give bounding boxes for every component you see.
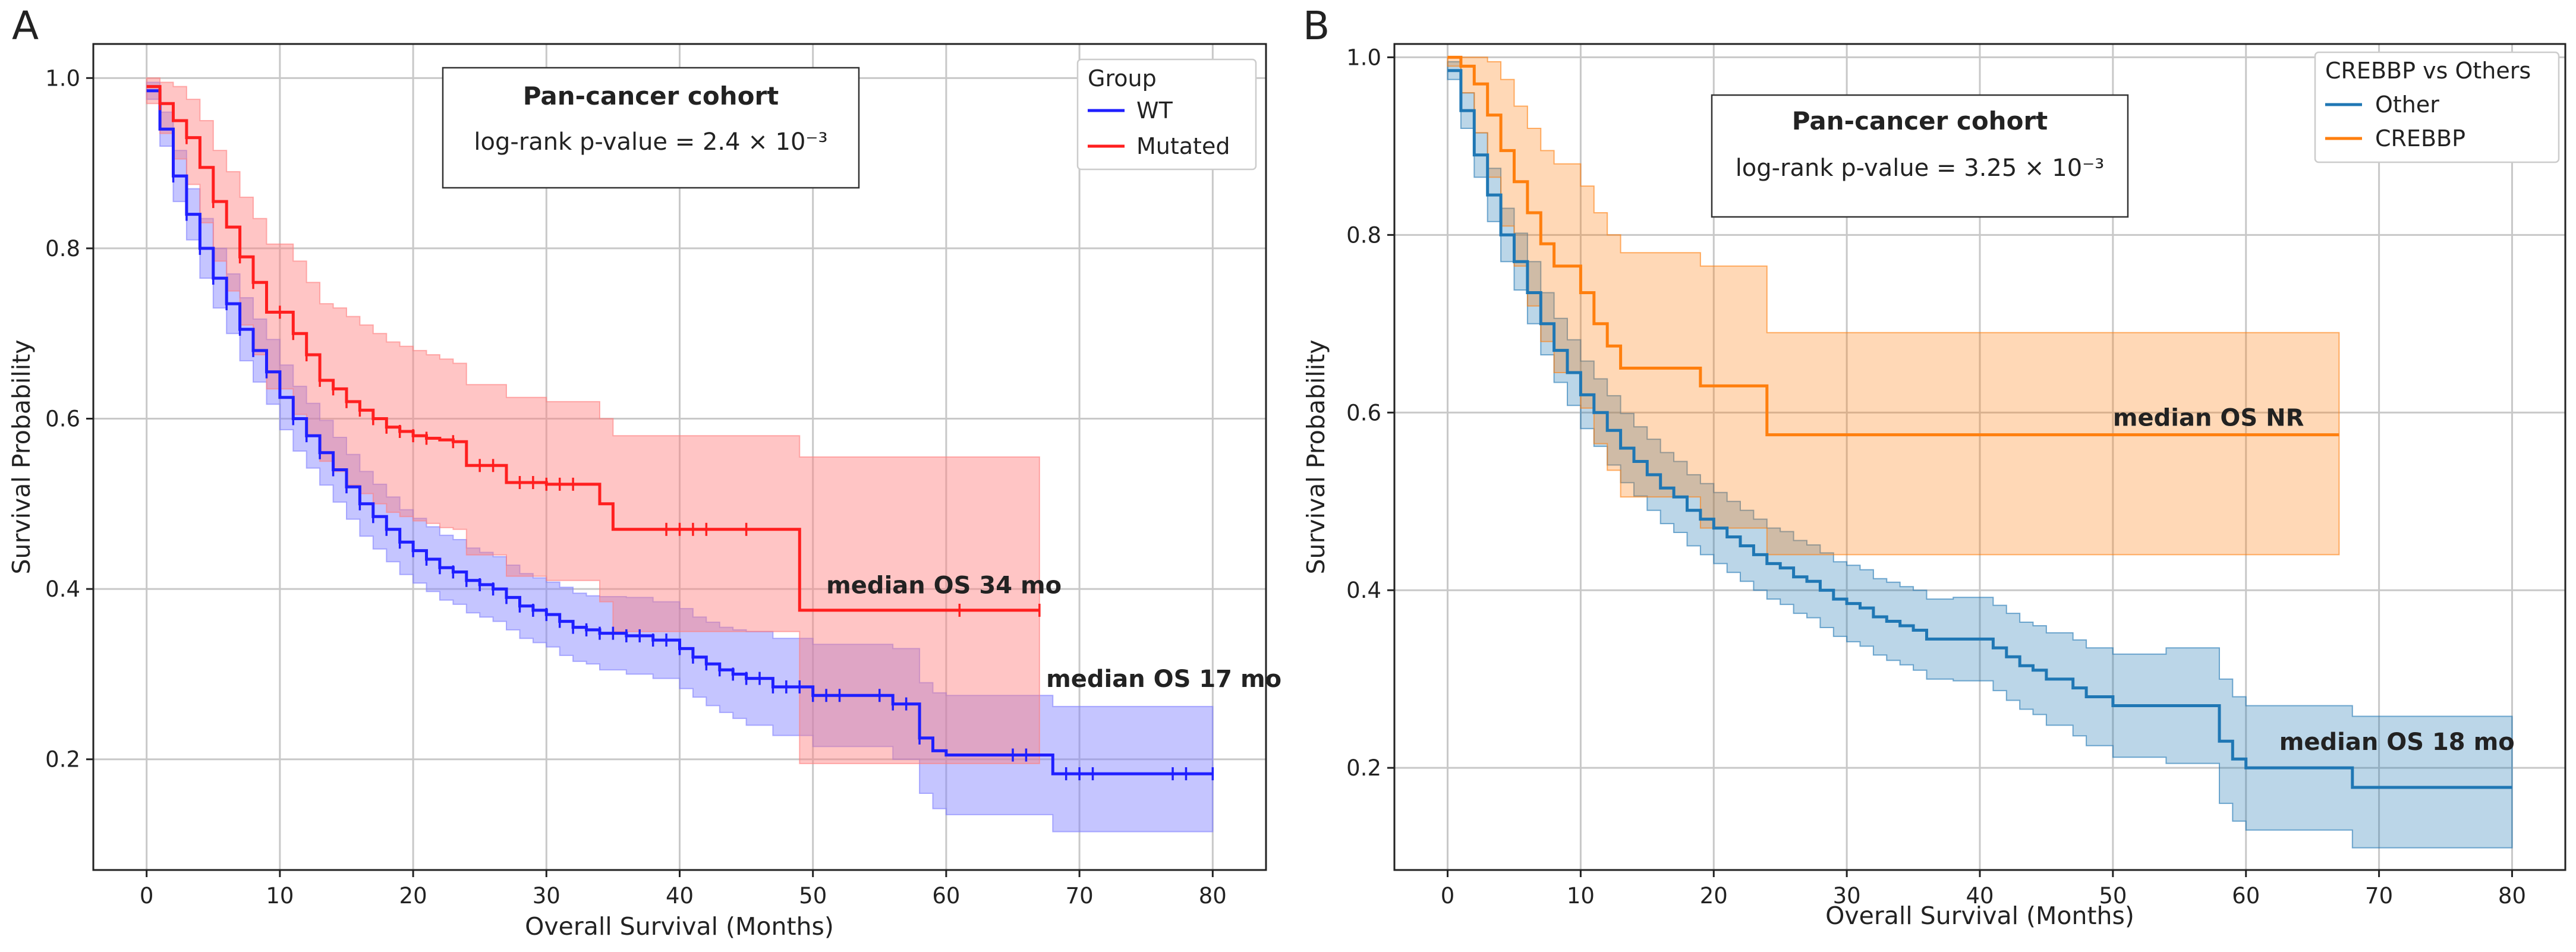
panel-b-legend-frame — [2314, 51, 2560, 163]
panel-b-legend-title: CREBBP vs Others — [2325, 58, 2531, 84]
panel-b-annotation-box: Pan-cancer cohort log-rank p-value = 3.2… — [1711, 94, 2129, 218]
panel-a-annotation-frame — [442, 67, 860, 189]
panel-a-legend-title: Group — [1088, 65, 1157, 92]
panel-b-survival-curves — [1447, 55, 2512, 789]
panel-b-annotation-frame — [1711, 94, 2129, 218]
panel-a-band-mutated — [146, 77, 1040, 764]
panel-b-ytick-label: 0.6 — [1346, 400, 1381, 425]
panel-a-ytick-label: 0.2 — [45, 747, 80, 773]
panel-a-ytick-label: 1.0 — [45, 65, 80, 91]
panel-b-median-crebbp-label: median OS NR — [2113, 405, 2304, 432]
panel-b-annotation-text: log-rank p-value = 3.25 × 10⁻³ — [1736, 155, 2105, 182]
panel-b-ytick-label: 0.4 — [1346, 578, 1381, 603]
panel-a-ytick-label: 0.4 — [45, 576, 80, 602]
panel-a-xtick-label: 50 — [799, 883, 827, 909]
panel-b-xlabel: Overall Survival (Months) — [1825, 901, 2134, 930]
panel-a-median-wt-label: median OS 17 mo — [1046, 666, 1281, 693]
panel-b-ytick-label: 1.0 — [1346, 45, 1381, 70]
panel-b-legend: CREBBP vs Others Other CREBBP — [2314, 51, 2560, 163]
panel-b-ytick-label: 0.8 — [1346, 222, 1381, 248]
panel-a-legend: Group WT Mutated — [1076, 58, 1257, 171]
panel-b-curve-crebbp — [1447, 55, 2339, 437]
panel-b-xtick-label: 10 — [1567, 883, 1595, 909]
panel-b-xtick-label: 50 — [2099, 883, 2127, 909]
panel-a-xtick-label: 80 — [1199, 883, 1227, 909]
panel-a-curve-mutated — [146, 85, 1040, 612]
panel-b-xtick-label: 80 — [2498, 883, 2526, 909]
panel-a-confidence-bands — [146, 77, 1214, 833]
panel-b-xtick-label: 0 — [1441, 883, 1455, 909]
panel-b: B 0 10 20 30 40 50 60 70 80 0.2 0.4 0.6 0.8 1.0 Overa… — [1302, 3, 2566, 930]
panel-b-curve-other — [1447, 69, 2512, 789]
panel-a-xtick-label: 70 — [1066, 883, 1094, 909]
panel-a-xtick-label: 40 — [666, 883, 694, 909]
panel-a-xlabel: Overall Survival (Months) — [525, 912, 834, 941]
panel-b-xtick-label: 30 — [1833, 883, 1861, 909]
panel-b-annotation-title: Pan-cancer cohort — [1792, 106, 2048, 135]
panel-a-xtick-label: 30 — [533, 883, 560, 909]
panel-a-xtick-label: 0 — [140, 883, 154, 909]
panel-a-letter: A — [12, 3, 39, 49]
panel-b-xtick-label: 40 — [1966, 883, 1994, 909]
panel-b-band-other — [1447, 61, 2513, 849]
panel-a-annotation-text: log-rank p-value = 2.4 × 10⁻³ — [474, 128, 827, 156]
panel-a-legend-wt-label: WT — [1136, 97, 1173, 124]
panel-b-ytick-label: 0.2 — [1346, 755, 1381, 781]
panel-b-ylabel: Survival Probability — [1302, 339, 1330, 574]
panel-b-xtick-label: 70 — [2365, 883, 2393, 909]
panel-a-xtick-label: 20 — [399, 883, 427, 909]
panel-a-legend-mutated-label: Mutated — [1136, 133, 1230, 159]
panel-a-ticks: 0 10 20 30 40 50 60 70 80 0.2 0.4 0.6 0.8 1.0 — [45, 65, 1227, 909]
panel-a-xtick-label: 60 — [932, 883, 960, 909]
panel-b-xtick-label: 60 — [2232, 883, 2260, 909]
panel-a-ytick-label: 0.6 — [45, 406, 80, 432]
panel-b-legend-crebbp-label: CREBBP — [2375, 125, 2465, 152]
panel-a-band-wt — [146, 81, 1214, 833]
panel-b-ticks: 0 10 20 30 40 50 60 70 80 0.2 0.4 0.6 0.8 1.0 — [1346, 45, 2526, 909]
panel-a-annotation-title: Pan-cancer cohort — [523, 81, 779, 111]
panel-a-xtick-label: 10 — [266, 883, 294, 909]
panel-a-ylabel: Survival Probability — [7, 339, 36, 574]
panel-a-ytick-label: 0.8 — [45, 236, 80, 261]
panel-a-legend-frame — [1076, 58, 1257, 171]
panel-a: A 0 10 20 30 40 50 60 70 80 0.2 0.4 0.6 0.8 1.0 Overa… — [7, 3, 1281, 941]
panel-b-median-other-label: median OS 18 mo — [2279, 729, 2515, 756]
panel-a-censor-marks — [159, 97, 1214, 781]
panel-b-legend-other-label: Other — [2375, 92, 2439, 118]
panel-a-annotation-box: Pan-cancer cohort log-rank p-value = 2.4… — [442, 67, 860, 189]
panel-b-xtick-label: 20 — [1700, 883, 1728, 909]
panel-a-median-mutated-label: median OS 34 mo — [826, 572, 1062, 599]
panel-b-letter: B — [1303, 3, 1330, 49]
